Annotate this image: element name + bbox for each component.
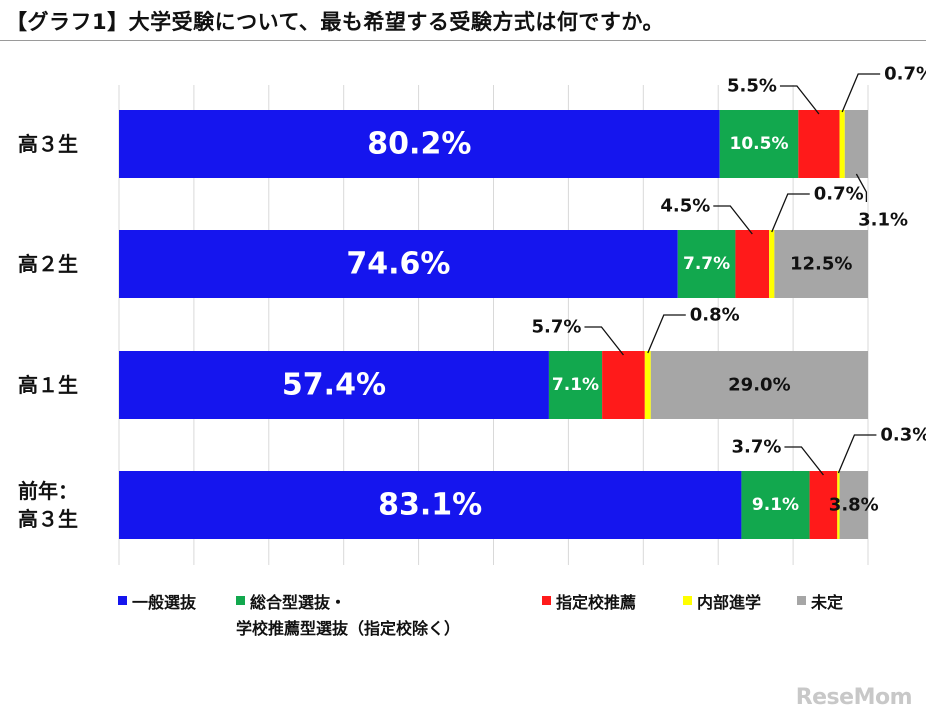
data-label: 3.7% (732, 437, 782, 458)
legend-label: 内部進学 (697, 593, 762, 612)
data-label: 4.5% (660, 196, 710, 217)
bar-segment (119, 351, 549, 419)
leader-line (647, 314, 686, 354)
data-label: 9.1% (752, 495, 799, 515)
legend-swatch (683, 596, 692, 605)
bar-segment (719, 110, 799, 178)
legend-item: 総合型選抜・ 学校推薦型選抜（指定校除く） (236, 590, 460, 642)
bar-segment (769, 230, 775, 298)
category-label: 高２生 (18, 252, 78, 276)
bar-segment (837, 471, 840, 539)
data-label: 12.5% (790, 254, 852, 275)
title-divider (0, 40, 926, 41)
data-label: 74.6% (346, 247, 450, 282)
legend-swatch (118, 596, 127, 605)
bar-segment (839, 471, 868, 539)
bar-segment (650, 351, 868, 419)
legend-item: 指定校推薦 (542, 590, 636, 616)
bar-segment (548, 351, 603, 419)
data-label: 0.7% (814, 184, 864, 205)
bar-segment (119, 230, 678, 298)
category-label: 高３生 (18, 132, 78, 156)
leader-line (837, 434, 877, 474)
leader-line (713, 205, 753, 235)
category-label: 高１生 (18, 373, 78, 397)
data-label: 0.8% (690, 305, 740, 326)
legend-item: 内部進学 (683, 590, 761, 616)
leader-line (784, 446, 824, 476)
brand-logo: ReseMom (795, 685, 913, 710)
legend-swatch (236, 596, 245, 605)
data-label: 10.5% (730, 134, 789, 154)
bar-segment (844, 110, 868, 178)
legend-label: 指定校推薦 (556, 593, 637, 612)
legend-label: 未定 (811, 593, 844, 612)
category-label: 高３生 (18, 507, 78, 531)
bar-segment (644, 351, 651, 419)
leader-line (855, 173, 868, 202)
category-label: 前年： (18, 479, 78, 503)
bar-segment (839, 110, 845, 178)
leader-line (584, 326, 624, 356)
leader-line (779, 85, 820, 115)
data-label: 3.1% (858, 210, 908, 231)
data-label: 0.7% (884, 64, 926, 85)
legend-item: 一般選抜 (118, 590, 196, 616)
legend-swatch (542, 596, 551, 605)
bar-segment (735, 230, 770, 298)
bar-segment (774, 230, 868, 298)
data-label: 29.0% (728, 375, 790, 396)
data-label: 57.4% (282, 368, 386, 403)
bar-segment (602, 351, 645, 419)
chart-title: 【グラフ1】大学受験について、最も希望する受験方式は何ですか。 (6, 10, 665, 34)
bar-segment (798, 110, 840, 178)
data-label: 80.2% (367, 127, 471, 162)
data-label: 7.7% (683, 254, 730, 274)
bar-segment (809, 471, 838, 539)
leader-line (771, 193, 810, 233)
legend-label: 総合型選抜・ 学校推薦型選抜（指定校除く） (236, 593, 461, 638)
legend-swatch (797, 596, 806, 605)
legend-label: 一般選抜 (132, 593, 197, 612)
bar-segment (119, 471, 742, 539)
data-label: 83.1% (378, 488, 482, 523)
bar-segment (677, 230, 736, 298)
legend-item: 未定 (797, 590, 843, 616)
data-label: 5.5% (727, 76, 777, 97)
data-label: 7.1% (552, 375, 599, 395)
data-label: 3.8% (829, 495, 879, 516)
data-label: 0.3% (880, 425, 926, 446)
bar-segment (741, 471, 810, 539)
leader-line (841, 73, 881, 113)
bar-segment (119, 110, 720, 178)
data-label: 5.7% (532, 317, 582, 338)
